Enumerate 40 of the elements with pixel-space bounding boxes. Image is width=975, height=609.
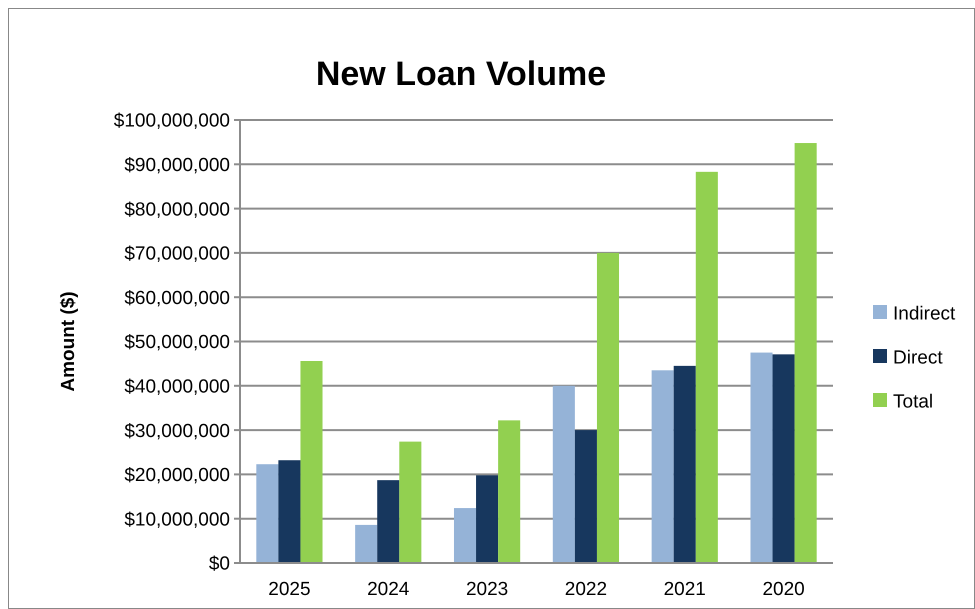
bar — [256, 464, 278, 563]
x-tick-label: 2025 — [268, 579, 311, 600]
bar — [355, 524, 378, 563]
bar — [696, 172, 718, 563]
bar — [794, 143, 817, 563]
y-axis-title: Amount ($) — [58, 291, 79, 392]
bar — [596, 252, 620, 563]
x-tick-label: 2022 — [564, 579, 608, 600]
x-tick-label: 2020 — [762, 579, 805, 600]
x-tick-label: 2024 — [367, 579, 410, 600]
y-tick-label: $90,000,000 — [124, 154, 230, 176]
bar — [278, 460, 300, 563]
bar — [652, 370, 674, 563]
bar — [300, 360, 323, 563]
y-tick-label: $10,000,000 — [124, 509, 230, 530]
bar — [772, 354, 795, 563]
bar — [399, 442, 422, 563]
bar — [476, 475, 498, 563]
legend-label: Indirect — [893, 304, 956, 325]
y-tick-label: $100,000,000 — [114, 110, 230, 132]
y-tick-label: $0 — [208, 554, 230, 575]
legend-label: Total — [893, 392, 934, 413]
y-tick-label: $20,000,000 — [124, 465, 230, 486]
bar — [674, 366, 696, 563]
y-tick-label: $60,000,000 — [124, 288, 230, 309]
bar — [574, 430, 597, 563]
y-tick-label: $50,000,000 — [124, 332, 230, 354]
y-tick-label: $40,000,000 — [124, 376, 230, 398]
y-tick-label: $70,000,000 — [124, 244, 230, 265]
y-tick-label: $80,000,000 — [124, 199, 230, 220]
x-tick-label: 2023 — [466, 579, 508, 600]
legend-label: Direct — [893, 348, 944, 369]
bar — [552, 386, 575, 563]
bar — [750, 352, 773, 563]
bar — [498, 420, 520, 563]
bar — [377, 480, 400, 563]
bar — [454, 508, 476, 563]
y-tick-label: $30,000,000 — [124, 420, 230, 442]
chart-title: New Loan Volume — [316, 55, 606, 93]
x-tick-label: 2021 — [664, 579, 706, 600]
